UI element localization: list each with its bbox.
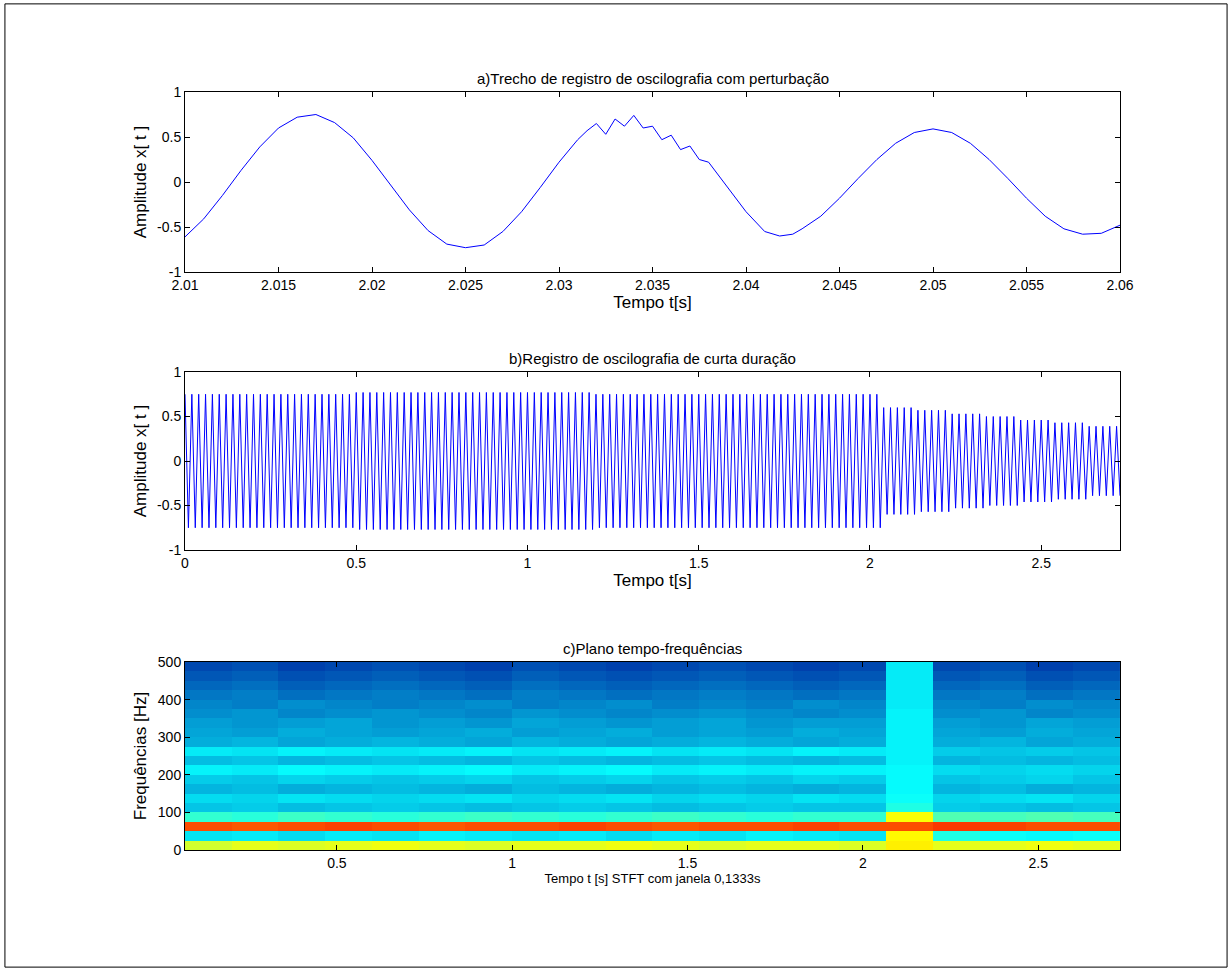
svg-text:2.02: 2.02 (358, 277, 385, 293)
svg-text:2.05: 2.05 (919, 277, 946, 293)
svg-text:Tempo t[s]: Tempo t[s] (613, 293, 691, 312)
svg-text:c)Plano tempo-frequências: c)Plano tempo-frequências (563, 640, 742, 657)
svg-text:0: 0 (173, 174, 181, 190)
svg-text:Amplitude x[ t ]: Amplitude x[ t ] (131, 405, 150, 517)
svg-text:2.04: 2.04 (732, 277, 759, 293)
svg-text:0.5: 0.5 (162, 129, 182, 145)
svg-text:2.5: 2.5 (1028, 855, 1048, 871)
svg-text:Tempo t [s] STFT com janela 0,: Tempo t [s] STFT com janela 0,1333s (545, 871, 761, 886)
svg-text:-0.5: -0.5 (157, 219, 181, 235)
svg-text:Amplitude x[ t ]: Amplitude x[ t ] (131, 126, 150, 238)
svg-text:2.035: 2.035 (635, 277, 670, 293)
svg-text:300: 300 (158, 729, 182, 745)
svg-text:1: 1 (173, 84, 181, 100)
svg-text:2.06: 2.06 (1106, 277, 1133, 293)
svg-text:2.025: 2.025 (448, 277, 483, 293)
svg-text:2.03: 2.03 (545, 277, 572, 293)
svg-text:1.5: 1.5 (678, 855, 698, 871)
svg-text:-0.5: -0.5 (157, 497, 181, 513)
svg-text:1.5: 1.5 (689, 555, 709, 571)
svg-text:0.5: 0.5 (327, 855, 347, 871)
svg-text:Frequências [Hz]: Frequências [Hz] (131, 692, 150, 821)
svg-text:-1: -1 (169, 542, 182, 558)
svg-text:2.5: 2.5 (1031, 555, 1051, 571)
svg-text:0: 0 (181, 555, 189, 571)
svg-text:400: 400 (158, 692, 182, 708)
svg-text:b)Registro de oscilografia de: b)Registro de oscilografia de curta dura… (509, 350, 796, 367)
svg-text:2.055: 2.055 (1009, 277, 1044, 293)
svg-text:0.5: 0.5 (162, 408, 182, 424)
svg-text:2.015: 2.015 (261, 277, 296, 293)
svg-text:2.01: 2.01 (171, 277, 198, 293)
svg-text:Tempo t[s]: Tempo t[s] (613, 571, 691, 590)
svg-text:2.045: 2.045 (822, 277, 857, 293)
svg-text:0: 0 (173, 842, 181, 858)
svg-text:1: 1 (173, 364, 181, 380)
svg-text:2: 2 (859, 855, 867, 871)
svg-text:200: 200 (158, 767, 182, 783)
svg-text:1: 1 (508, 855, 516, 871)
svg-text:100: 100 (158, 804, 182, 820)
svg-text:0.5: 0.5 (347, 555, 367, 571)
svg-text:1: 1 (524, 555, 532, 571)
svg-text:a)Trecho de registro de oscilo: a)Trecho de registro de oscilografia com… (477, 70, 829, 87)
svg-text:500: 500 (158, 654, 182, 670)
svg-text:2: 2 (866, 555, 874, 571)
svg-text:-1: -1 (169, 264, 182, 280)
svg-text:0: 0 (173, 453, 181, 469)
